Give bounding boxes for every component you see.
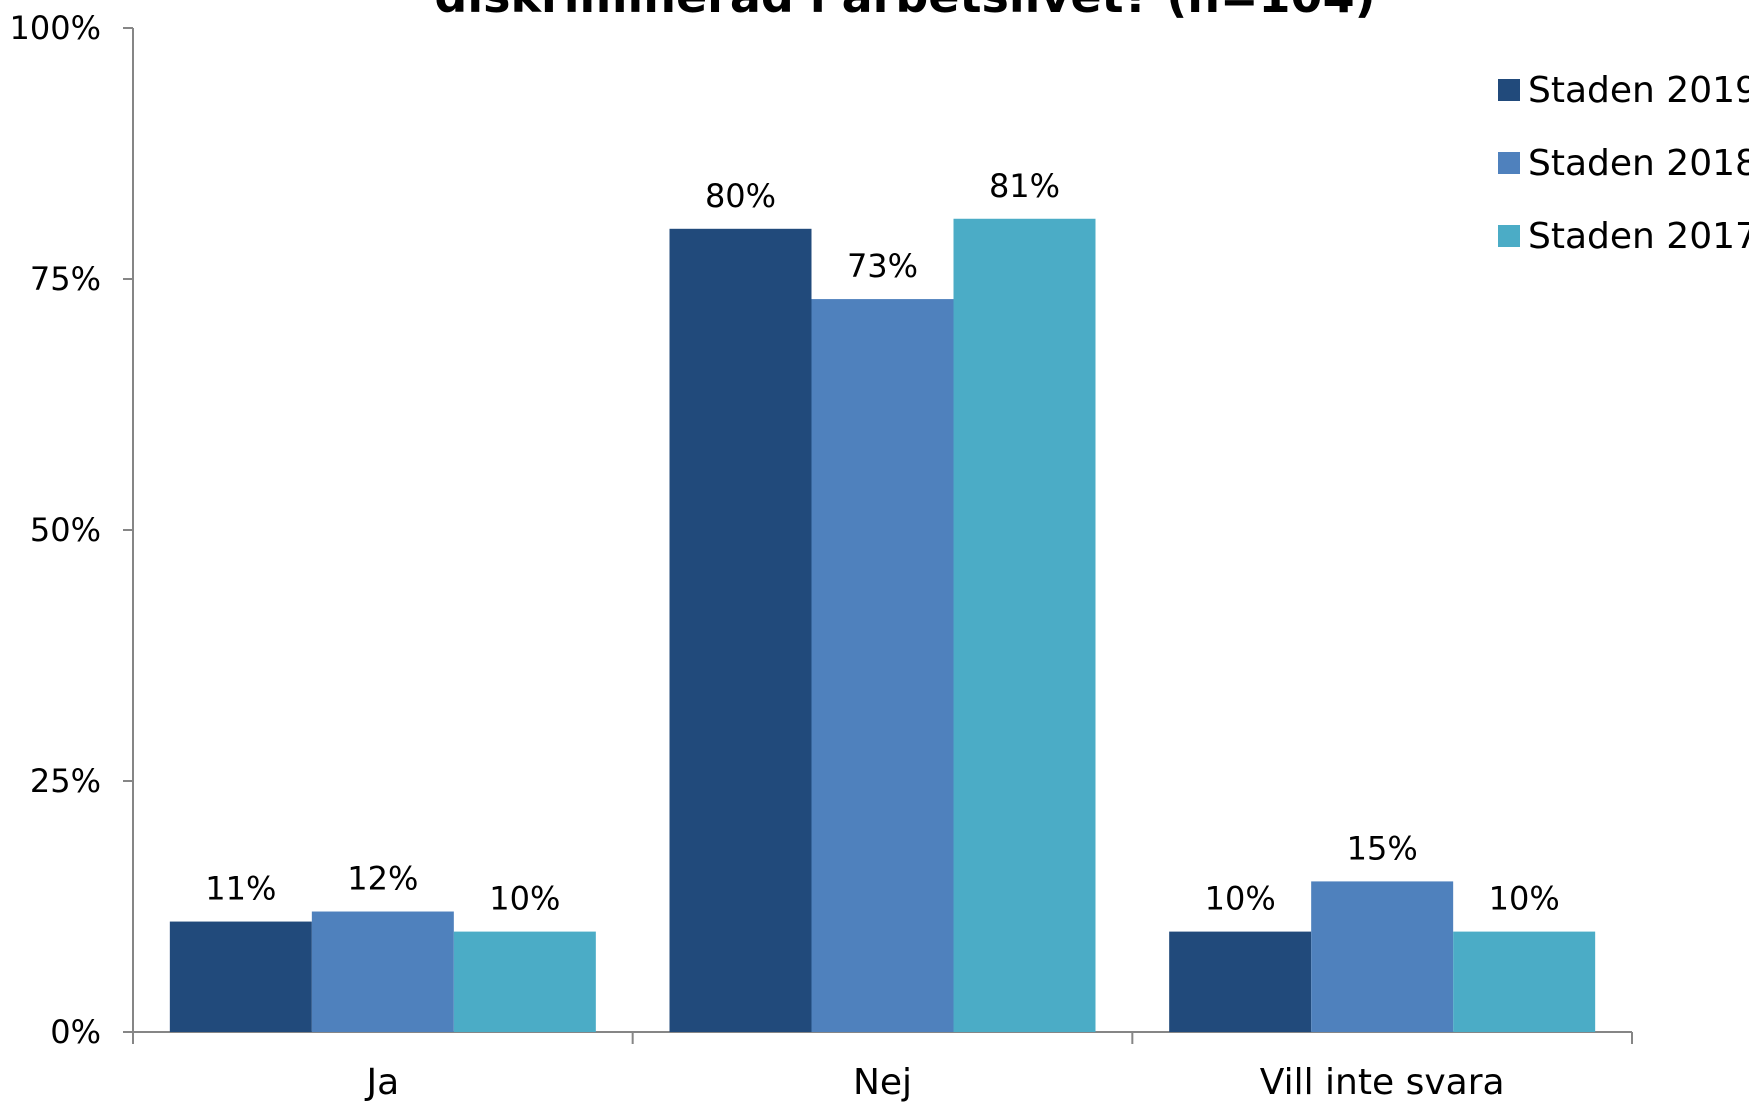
data-labels: 11% 12% 10% 80% 73% 81% 10% 15% 10% [205, 167, 1559, 918]
data-label: 15% [1347, 829, 1418, 867]
bar [1453, 931, 1596, 1032]
x-category-label: Ja [364, 1062, 399, 1103]
data-label: 12% [347, 860, 418, 898]
y-tick-label: 0% [50, 1013, 101, 1051]
bars [169, 218, 1596, 1033]
legend-swatch [1498, 225, 1520, 247]
legend-label: Staden 2018 [1528, 143, 1749, 184]
x-category-label: Vill inte svara [1260, 1062, 1505, 1103]
bar [311, 911, 454, 1032]
y-tick-label: 25% [30, 762, 101, 800]
legend-swatch [1498, 79, 1520, 101]
bar [811, 299, 954, 1033]
data-label: 80% [705, 177, 776, 215]
data-label: 81% [989, 167, 1060, 205]
x-category-label: Nej [853, 1062, 912, 1103]
y-tick-label: 50% [30, 511, 101, 549]
data-label: 10% [1489, 880, 1560, 918]
legend: Staden 2019 Staden 2018 Staden 2017 [1498, 70, 1749, 257]
bar [1169, 931, 1312, 1032]
data-label: 11% [205, 870, 276, 908]
axes: 0% 25% 50% 75% 100% Ja Nej Vill inte svara [10, 9, 1633, 1103]
y-tick-label: 100% [10, 9, 101, 47]
y-tick-label: 75% [30, 260, 101, 298]
bar [1311, 881, 1454, 1032]
data-label: 73% [847, 247, 918, 285]
bar [169, 921, 312, 1032]
chart-title: diskriminerad i arbetslivet? (n=104) [434, 0, 1375, 23]
bar [669, 228, 812, 1033]
legend-label: Staden 2019 [1528, 70, 1749, 111]
bar [953, 218, 1096, 1032]
data-label: 10% [489, 880, 560, 918]
bar [453, 931, 596, 1032]
legend-label: Staden 2017 [1528, 216, 1749, 257]
data-label: 10% [1205, 880, 1276, 918]
legend-swatch [1498, 152, 1520, 174]
